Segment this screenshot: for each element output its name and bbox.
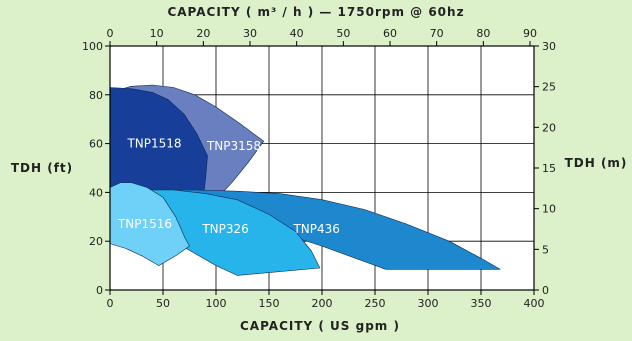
top-tick-label: 20 [196, 27, 210, 40]
right-tick-label: 25 [542, 81, 556, 94]
x-tick-label: 150 [259, 297, 280, 310]
top-tick-label: 50 [336, 27, 350, 40]
region-label-tnp1518: TNP1518 [126, 137, 181, 151]
region-label-tnp326: TNP326 [201, 222, 248, 236]
top-tick-label: 70 [430, 27, 444, 40]
x-tick-label: 50 [156, 297, 170, 310]
right-tick-label: 0 [542, 284, 549, 297]
pump-regions: TNP3158 TNP1518 TNP436 TNP326 TNP1516 [109, 84, 501, 276]
top-tick-label: 80 [476, 27, 490, 40]
x-tick-label: 300 [418, 297, 439, 310]
right-tick-label: 20 [542, 121, 556, 134]
left-axis-title: TDH (ft) [11, 161, 73, 175]
x-tick-label: 0 [107, 297, 114, 310]
x-axis-title: CAPACITY ( US gpm ) [240, 319, 400, 333]
top-tick-label: 60 [383, 27, 397, 40]
y-tick-label: 60 [89, 138, 103, 151]
y-tick-label: 100 [82, 40, 103, 53]
x-tick-label: 400 [524, 297, 545, 310]
top-tick-label: 90 [523, 27, 537, 40]
region-label-tnp3158: TNP3158 [206, 139, 261, 153]
region-label-tnp1516: TNP1516 [117, 217, 172, 231]
right-tick-label: 5 [542, 243, 549, 256]
top-tick-label: 10 [150, 27, 164, 40]
y-tick-label: 80 [89, 89, 103, 102]
y-tick-label: 40 [89, 186, 103, 199]
x-tick-label: 100 [206, 297, 227, 310]
right-axis-title: TDH (m) [565, 156, 628, 170]
right-tick-label: 30 [542, 40, 556, 53]
top-axis-title: CAPACITY ( m³ / h ) — 1750rpm @ 60hz [167, 5, 464, 19]
right-tick-label: 10 [542, 203, 556, 216]
x-tick-label: 350 [471, 297, 492, 310]
right-tick-label: 15 [542, 162, 556, 175]
region-tnp1516 [109, 182, 190, 266]
x-tick-label: 200 [312, 297, 333, 310]
x-tick-label: 250 [365, 297, 386, 310]
y-tick-label: 0 [96, 284, 103, 297]
top-tick-label: 0 [107, 27, 114, 40]
y-tick-label: 20 [89, 235, 103, 248]
region-label-tnp436: TNP436 [292, 222, 339, 236]
top-tick-label: 30 [243, 27, 257, 40]
top-tick-label: 40 [290, 27, 304, 40]
